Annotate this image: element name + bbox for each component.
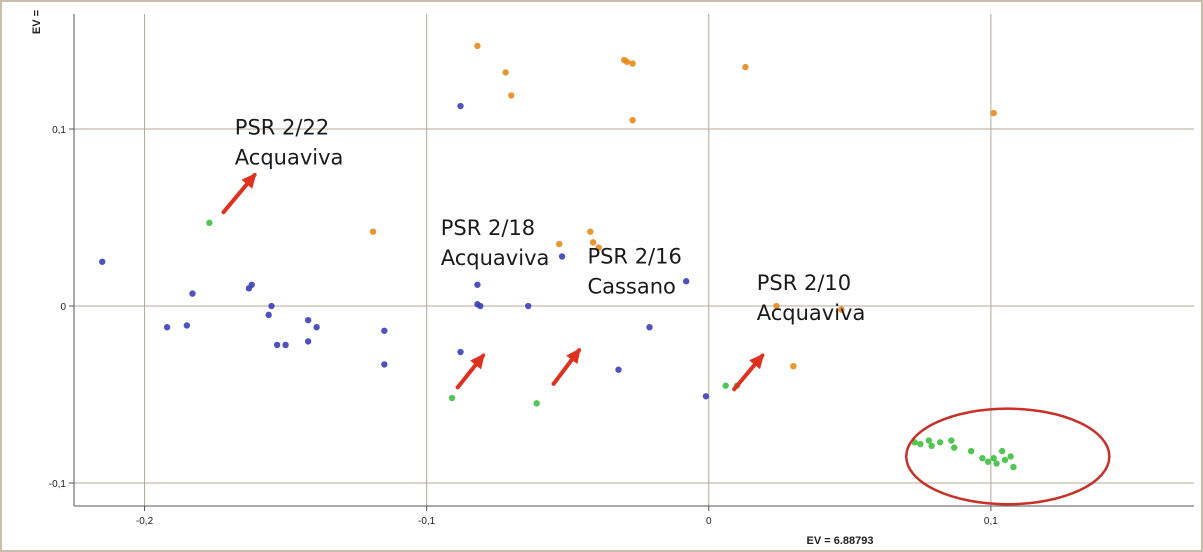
orange-point — [589, 239, 597, 246]
green-point — [990, 455, 997, 462]
blue-point — [189, 290, 196, 297]
y-tick-label: 0 — [60, 302, 66, 313]
orange-point — [556, 240, 563, 248]
green-point — [1007, 453, 1014, 460]
x-tick-label: -0,2 — [136, 516, 154, 527]
green-point — [928, 442, 935, 450]
blue-point — [304, 338, 312, 345]
annotation-label: Cassano — [587, 275, 675, 299]
axes — [69, 14, 1194, 511]
arrow-head — [749, 353, 765, 370]
green-point — [998, 447, 1006, 455]
annotation-label: PSR 2/16 — [587, 245, 681, 269]
blue-point — [163, 324, 171, 331]
green-point — [1001, 456, 1009, 464]
green-point — [925, 437, 933, 444]
green-point — [206, 219, 213, 227]
blue-point — [457, 102, 464, 110]
blue-point — [313, 324, 320, 331]
y-tick-label: -0,1 — [49, 479, 67, 490]
annotation-1: PSR 2/22 Acquaviva — [221, 115, 344, 215]
blue-point — [525, 302, 532, 310]
orange-point — [790, 362, 797, 370]
annotation-label: Acquaviva — [757, 301, 866, 325]
x-tick-label: 0,1 — [984, 516, 998, 527]
green-point — [533, 400, 540, 407]
annotation-label: PSR 2/18 — [441, 216, 535, 240]
annotation-label: PSR 2/22 — [235, 115, 329, 139]
orange-point — [587, 228, 594, 235]
blue-point — [304, 316, 312, 324]
cluster-ellipse — [904, 407, 1111, 506]
arrow-head — [566, 347, 581, 365]
orange-point — [502, 69, 509, 76]
arrow-head — [241, 172, 257, 189]
blue-point — [646, 324, 653, 331]
green-point — [967, 447, 975, 455]
y-tick-label: 0,1 — [52, 125, 66, 136]
orange-point — [369, 228, 377, 235]
green-point — [936, 439, 944, 446]
blue-point — [268, 302, 275, 310]
blue-point — [282, 341, 289, 349]
blue-point — [457, 348, 464, 356]
green-point — [993, 460, 1000, 467]
green-point — [1010, 463, 1017, 471]
orange-point — [629, 60, 636, 67]
orange-point — [508, 92, 515, 99]
blue-point — [615, 366, 622, 373]
x-tick-label: 0 — [706, 516, 712, 527]
blue-point — [183, 322, 191, 329]
green-point — [448, 394, 456, 402]
orange-point — [773, 302, 780, 310]
blue-point — [265, 311, 272, 319]
orange-point — [474, 42, 481, 50]
green-point — [722, 382, 729, 389]
annotation-2: PSR 2/18 Acquaviva — [441, 216, 550, 390]
tick-labels: -0,2 -0,1 0 0,1 -0,1 0 0,1 — [49, 125, 998, 527]
blue-point — [99, 258, 106, 265]
annotation-label: Acquaviva — [235, 145, 344, 169]
orange-point — [990, 109, 997, 117]
blue-point — [381, 327, 388, 334]
highlight-ellipse — [904, 407, 1111, 506]
x-tick-label: -0,1 — [418, 516, 436, 527]
green-point — [984, 458, 992, 465]
annotation-4: PSR 2/10 Acquaviva — [732, 271, 866, 392]
arrow-head — [470, 353, 485, 370]
orange-point — [595, 244, 602, 251]
x-axis-label: EV = 6.88793 — [807, 535, 874, 547]
blue-point — [381, 361, 388, 368]
blue-point — [682, 278, 690, 285]
y-axis-label: EV = — [31, 10, 43, 34]
orange-point — [629, 116, 636, 124]
annotation-label: PSR 2/10 — [757, 271, 851, 295]
grid-lines — [74, 14, 1194, 506]
green-point — [948, 437, 955, 444]
blue-point — [477, 302, 484, 310]
orange-point — [742, 63, 749, 71]
orange-point — [838, 306, 845, 313]
blue-point — [248, 281, 255, 288]
blue-point — [474, 281, 481, 288]
blue-point — [702, 393, 710, 400]
green-point — [979, 455, 986, 462]
annotation-3: PSR 2/16 Cassano — [551, 245, 682, 386]
green-point — [951, 444, 958, 451]
orange-point — [623, 58, 631, 65]
annotation-label: Acquaviva — [441, 246, 550, 270]
blue-point — [558, 253, 566, 260]
green-point — [917, 440, 924, 448]
blue-point — [273, 341, 281, 349]
